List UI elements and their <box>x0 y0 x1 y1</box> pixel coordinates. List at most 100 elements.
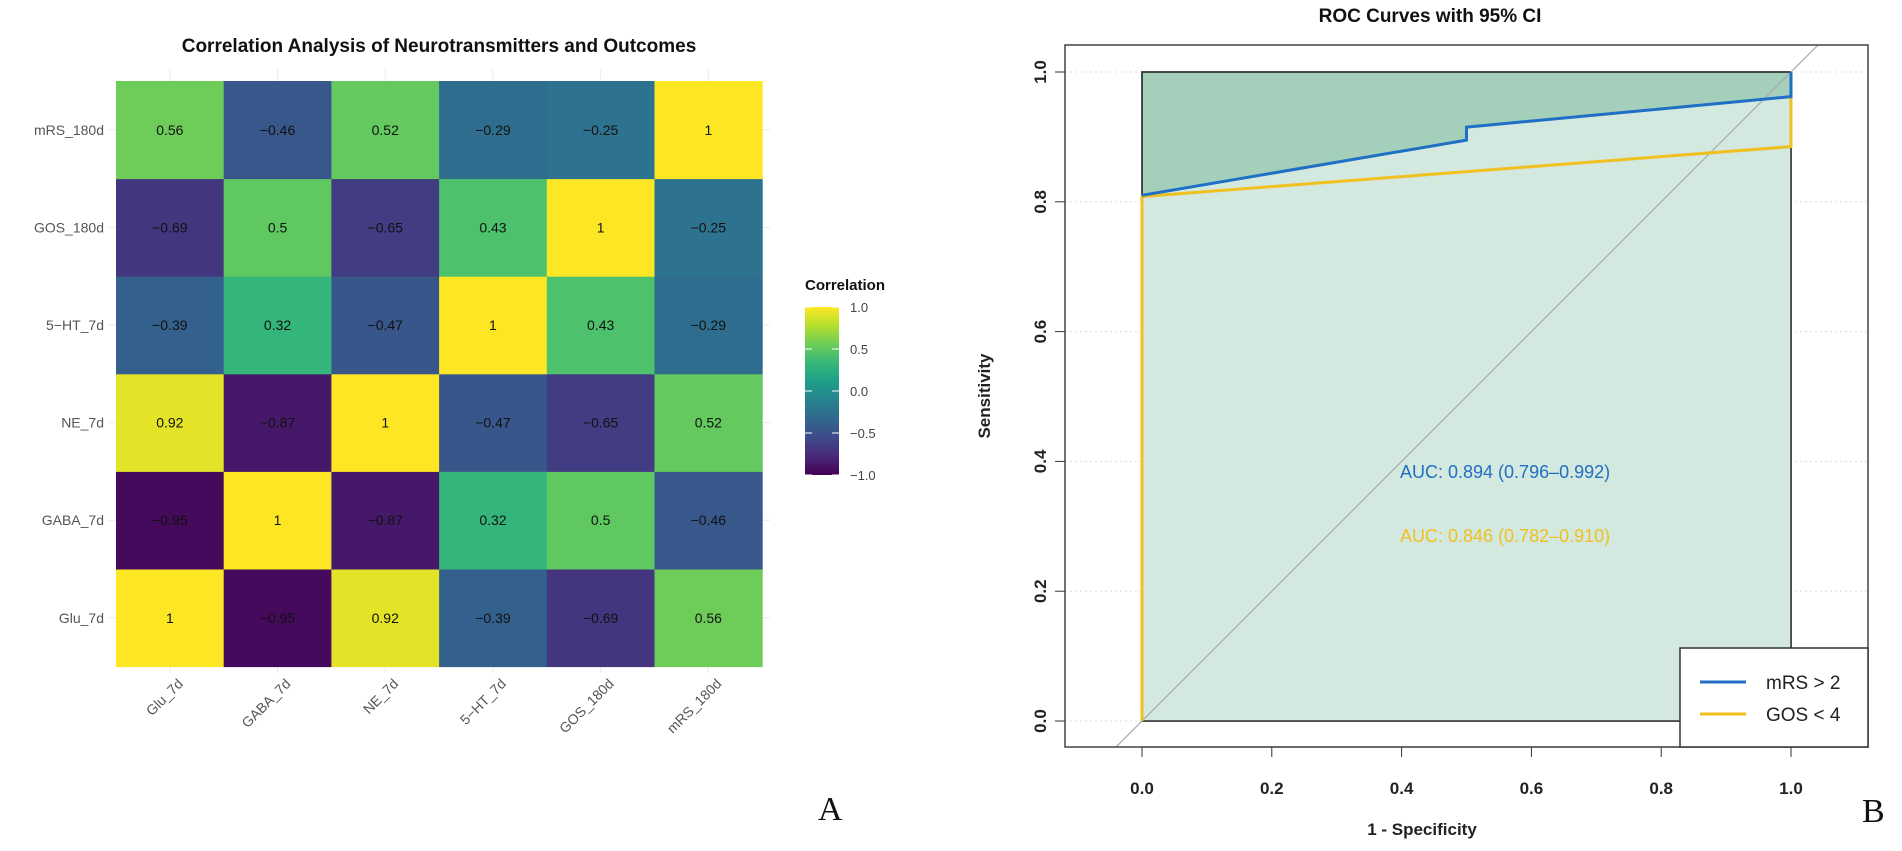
heatmap-cell <box>223 471 332 570</box>
colorbar-legend: Correlation 1.0 0.5 0.0 −0.5 −1.0 <box>805 277 885 483</box>
heatmap-cell-label: −0.95 <box>152 512 188 528</box>
y-axis-label: Sensitivity <box>975 353 994 439</box>
heatmap-cell-label: −0.46 <box>260 122 296 138</box>
heatmap-cell <box>654 276 763 375</box>
x-tick-label: 1.0 <box>1779 779 1803 798</box>
heatmap-cell <box>116 373 225 472</box>
y-tick-label: 0.4 <box>1031 449 1050 473</box>
heatmap-title: Correlation Analysis of Neurotransmitter… <box>182 36 697 57</box>
y-tick-label: 0.2 <box>1031 579 1050 603</box>
colorbar-tick-label: −1.0 <box>850 468 876 483</box>
legend-box <box>1679 647 1869 748</box>
heatmap-cell-label: −0.29 <box>475 122 511 138</box>
heatmap-cell <box>116 569 225 668</box>
heatmap-cell <box>223 373 332 472</box>
heatmap-cell-label: −0.25 <box>583 122 619 138</box>
heatmap-cell <box>439 373 548 472</box>
heatmap-cell <box>546 178 655 277</box>
heatmap-cell <box>439 276 548 375</box>
heatmap-cell-label: −0.39 <box>152 317 188 333</box>
roc-curve-mrs-2 <box>1141 72 1793 197</box>
heatmap-cell <box>439 178 548 277</box>
heatmap-cell-label: 1 <box>704 122 712 138</box>
heatmap-cell-label: 0.5 <box>268 219 288 235</box>
heatmap-cell-label: −0.87 <box>368 512 404 528</box>
colorbar-tick-label: −0.5 <box>850 426 876 441</box>
heatmap-cell-label: 0.52 <box>372 122 399 138</box>
x-tick-label: 0.6 <box>1520 779 1544 798</box>
y-tick-label: NE_7d <box>61 415 104 431</box>
colorbar-tick-label: 0.0 <box>850 384 868 399</box>
x-tick-label: GOS_180d <box>556 675 617 736</box>
x-tick-label: GABA_7d <box>238 675 293 730</box>
heatmap-cell <box>546 471 655 570</box>
colorbar-tick-label: 1.0 <box>850 300 868 315</box>
roc-curve-gos-4 <box>1140 72 1793 721</box>
legend-label: mRS > 2 <box>1766 673 1840 694</box>
heatmap-cell <box>654 471 763 570</box>
colorbar-title: Correlation <box>805 277 885 294</box>
heatmap-cell-label: 1 <box>597 219 605 235</box>
x-tick-label: Glu_7d <box>143 675 186 718</box>
heatmap-cell <box>546 276 655 375</box>
heatmap-cell-label: −0.47 <box>475 415 511 431</box>
heatmap-cell-label: 0.56 <box>695 610 722 626</box>
heatmap-cell <box>654 569 763 668</box>
heatmap-cell-label: 0.92 <box>156 415 183 431</box>
roc-title: ROC Curves with 95% CI <box>1319 6 1542 27</box>
x-axis-label: 1 - Specificity <box>1367 820 1477 839</box>
x-tick-label: 5−HT_7d <box>457 675 509 727</box>
heatmap-cell <box>116 471 225 570</box>
heatmap-cell-label: −0.95 <box>260 610 296 626</box>
heatmap-cell <box>546 81 655 180</box>
heatmap-cell <box>654 373 763 472</box>
y-tick-label: mRS_180d <box>34 122 104 138</box>
heatmap-cell-label: 0.43 <box>587 317 614 333</box>
y-tick-label: GABA_7d <box>42 512 104 528</box>
heatmap-cell-label: −0.87 <box>260 415 296 431</box>
roc-chart: ROC Curves with 95% CI 1 - Specificity S… <box>975 6 1869 839</box>
heatmap-cell <box>439 569 548 668</box>
heatmap-cell-label: 0.92 <box>372 610 399 626</box>
y-tick-label: 1.0 <box>1031 60 1050 84</box>
heatmap-cell-label: 0.43 <box>479 219 506 235</box>
heatmap-cell-label: −0.46 <box>691 512 727 528</box>
heatmap-cell <box>654 81 763 180</box>
heatmap-cell-label: 1 <box>381 415 389 431</box>
heatmap-cell-label: −0.65 <box>368 219 404 235</box>
heatmap-cell-label: −0.29 <box>691 317 727 333</box>
y-tick-label: Glu_7d <box>59 610 104 626</box>
heatmap-cell <box>331 471 440 570</box>
y-tick-label: 0.0 <box>1031 709 1050 733</box>
x-tick-label: 0.2 <box>1260 779 1284 798</box>
heatmap-cell <box>439 471 548 570</box>
heatmap-cell-label: −0.39 <box>475 610 511 626</box>
y-tick-label: 0.8 <box>1031 190 1050 214</box>
panel-label-a: A <box>818 791 843 828</box>
heatmap-cell-label: −0.47 <box>368 317 404 333</box>
heatmap-cell <box>331 178 440 277</box>
heatmap-cell-label: −0.69 <box>152 219 188 235</box>
heatmap-cell <box>546 373 655 472</box>
heatmap-cell <box>439 81 548 180</box>
heatmap-cell <box>331 81 440 180</box>
panel-label-b: B <box>1862 793 1885 830</box>
heatmap-cell-label: −0.25 <box>691 219 727 235</box>
heatmap-cell <box>223 178 332 277</box>
x-tick-label: 0.8 <box>1649 779 1673 798</box>
y-tick-label: 5−HT_7d <box>46 317 104 333</box>
heatmap-cell <box>223 569 332 668</box>
heatmap-cell <box>116 178 225 277</box>
heatmap-cell-label: 0.52 <box>695 415 722 431</box>
heatmap-cell <box>223 81 332 180</box>
heatmap-cell-label: 0.56 <box>156 122 183 138</box>
legend-label: GOS < 4 <box>1766 705 1841 726</box>
reference-diagonal <box>1115 45 1819 747</box>
heatmap-cell-label: 0.32 <box>479 512 506 528</box>
heatmap-cell-label: 0.32 <box>264 317 291 333</box>
heatmap-cell <box>331 569 440 668</box>
x-tick-label: NE_7d <box>360 675 402 717</box>
heatmap-cell-label: −0.69 <box>583 610 619 626</box>
heatmap-cell-label: 0.5 <box>591 512 611 528</box>
